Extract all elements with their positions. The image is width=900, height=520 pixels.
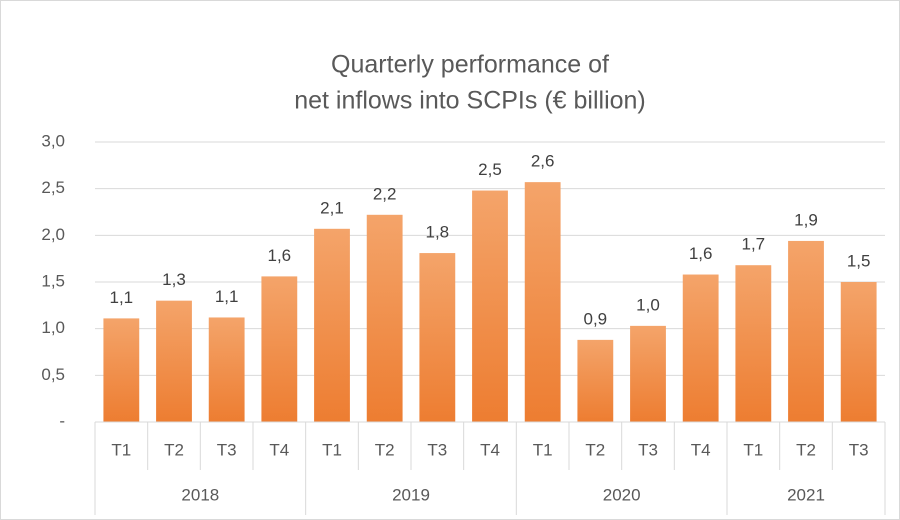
value-label: 1,5 [847,251,871,270]
value-label: 1,9 [794,210,818,229]
y-tick-label: 1,5 [41,271,65,290]
group-label: 2019 [392,485,430,504]
group-label: 2020 [603,485,641,504]
bar [788,240,824,422]
y-tick-label: 3,0 [41,131,65,150]
x-tick-label: T2 [375,440,395,459]
bar [208,317,245,422]
x-tick-label: T3 [217,440,237,459]
bar [314,228,350,422]
x-tick-label: T3 [849,440,869,459]
group-label: 2021 [787,485,825,504]
y-tick-label: - [59,411,65,430]
x-tick-label: T2 [796,440,816,459]
group-label: 2018 [181,485,219,504]
bar [261,276,298,422]
x-tick-label: T4 [691,440,711,459]
value-label: 1,0 [636,295,660,314]
y-tick-label: 2,5 [41,178,65,197]
bar [735,265,772,422]
x-tick-label: T4 [480,440,500,459]
bar [840,282,877,422]
x-tick-label: T4 [269,440,289,459]
x-tick-label: T2 [164,440,184,459]
y-tick-label: 1,0 [41,318,65,337]
x-tick-label: T1 [111,440,131,459]
x-tick-label: T1 [322,440,342,459]
value-label: 1,3 [162,270,186,289]
bar [682,274,719,422]
bar [524,182,561,422]
value-label: 1,1 [110,288,134,307]
value-label: 2,1 [320,198,344,217]
value-label: 2,2 [373,184,397,203]
chart-title: Quarterly performance of [331,51,609,79]
x-tick-label: T1 [533,440,553,459]
x-tick-label: T3 [427,440,447,459]
value-label: 1,8 [426,223,450,242]
x-tick-label: T2 [585,440,605,459]
chart-title: net inflows into SCPIs (€ billion) [294,87,646,115]
value-label: 1,1 [215,287,239,306]
bar [472,190,508,422]
value-label: 1,6 [689,244,713,263]
bar [156,300,192,422]
y-tick-label: 2,0 [41,225,65,244]
value-label: 2,6 [531,152,555,171]
y-tick-label: 0,5 [41,365,65,384]
bar [419,253,456,422]
value-label: 1,6 [268,246,292,265]
bar [366,214,403,422]
x-tick-label: T3 [638,440,658,459]
bar [630,325,666,422]
value-label: 2,5 [478,160,502,179]
value-label: 0,9 [584,309,608,328]
bar [103,318,140,422]
value-label: 1,7 [742,235,766,254]
x-tick-label: T1 [743,440,763,459]
bar [577,339,614,422]
